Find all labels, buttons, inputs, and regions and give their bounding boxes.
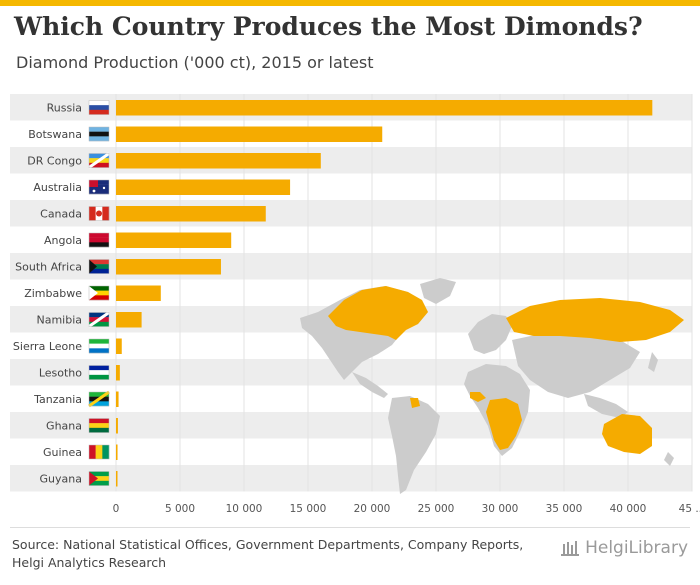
x-tick-label: 25 000 bbox=[418, 503, 455, 515]
russia-flag-icon bbox=[88, 100, 110, 115]
category-label: Lesotho bbox=[39, 366, 82, 379]
bar bbox=[116, 471, 118, 487]
bar bbox=[116, 126, 383, 142]
category-label: Canada bbox=[40, 207, 82, 220]
map-south-america bbox=[388, 396, 440, 494]
sierra-leone-flag-icon bbox=[88, 338, 110, 354]
angola-flag-icon bbox=[88, 232, 110, 248]
bar bbox=[116, 232, 232, 248]
category-label: Guinea bbox=[43, 446, 82, 459]
bar bbox=[116, 285, 161, 301]
x-axis-ticks: 0 5 000 10 000 15 000 20 000 25 000 30 000 35 0… bbox=[113, 503, 700, 515]
top-accent-bar bbox=[0, 0, 700, 6]
x-tick-label: 0 bbox=[113, 503, 120, 515]
lesotho-flag-icon bbox=[88, 365, 110, 380]
category-label: Guyana bbox=[40, 472, 82, 485]
australia-flag-icon bbox=[88, 179, 110, 195]
category-label: Tanzania bbox=[33, 393, 82, 406]
bars bbox=[116, 100, 653, 487]
row-stripe bbox=[10, 412, 692, 439]
x-tick-label: 15 000 bbox=[290, 503, 327, 515]
row-stripe bbox=[10, 253, 692, 280]
botswana-flag-icon bbox=[88, 126, 110, 142]
bar bbox=[116, 391, 119, 407]
x-tick-label: 45 ... bbox=[679, 503, 700, 515]
bar bbox=[116, 206, 266, 222]
x-tick-label: 20 000 bbox=[354, 503, 391, 515]
bar bbox=[116, 179, 291, 195]
map-asia bbox=[512, 332, 640, 398]
category-label: DR Congo bbox=[27, 154, 82, 167]
source-line-2: Helgi Analytics Research bbox=[12, 555, 167, 570]
map-southeast-asia bbox=[584, 394, 628, 418]
south-africa-flag-icon bbox=[88, 259, 110, 274]
bar bbox=[116, 444, 118, 460]
map-central-america bbox=[352, 372, 388, 398]
chart-subtitle: Diamond Production ('000 ct), 2015 or la… bbox=[16, 53, 374, 72]
category-label: Zimbabwe bbox=[24, 287, 82, 300]
category-label: Australia bbox=[33, 181, 82, 194]
canada-flag-icon bbox=[88, 206, 110, 221]
namibia-flag-icon bbox=[88, 311, 110, 328]
category-label: South Africa bbox=[15, 260, 82, 273]
map-guyana bbox=[410, 398, 420, 408]
flag-icons bbox=[88, 100, 110, 486]
tanzania-flag-icon bbox=[88, 390, 110, 408]
world-map bbox=[300, 278, 684, 494]
x-tick-label: 5 000 bbox=[165, 503, 195, 515]
category-label: Angola bbox=[44, 234, 82, 247]
brand-name: HelgiLibrary bbox=[585, 538, 688, 558]
x-tick-label: 35 000 bbox=[546, 503, 583, 515]
category-labels: Russia Botswana DR Congo Australia Canada Ang… bbox=[13, 101, 82, 485]
zimbabwe-flag-icon bbox=[88, 285, 110, 301]
map-africa-producers bbox=[486, 398, 522, 450]
brand-logo: HelgiLibrary bbox=[560, 538, 688, 558]
bar bbox=[116, 100, 653, 116]
category-label: Botswana bbox=[28, 128, 82, 141]
category-label: Sierra Leone bbox=[13, 340, 82, 353]
source-line-1: Source: National Statistical Offices, Go… bbox=[12, 537, 524, 552]
bar bbox=[116, 153, 321, 169]
row-stripes bbox=[10, 94, 692, 492]
guyana-flag-icon bbox=[88, 471, 110, 486]
map-canada bbox=[328, 286, 428, 340]
x-tick-label: 10 000 bbox=[226, 503, 263, 515]
map-japan bbox=[648, 352, 658, 372]
x-tick-label: 40 000 bbox=[610, 503, 647, 515]
x-tick-label: 30 000 bbox=[482, 503, 519, 515]
map-russia bbox=[506, 298, 684, 342]
row-stripe bbox=[10, 200, 692, 227]
dr-congo-flag-icon bbox=[88, 152, 110, 169]
map-new-zealand bbox=[664, 452, 674, 466]
bar bbox=[116, 312, 142, 328]
source-note: Source: National Statistical Offices, Go… bbox=[12, 536, 552, 572]
bar-chart: Russia Botswana DR Congo Australia Canada Ang… bbox=[10, 94, 700, 515]
category-label: Namibia bbox=[36, 313, 82, 326]
map-west-africa-producers bbox=[470, 392, 486, 402]
library-icon bbox=[561, 541, 580, 556]
map-australia bbox=[602, 414, 652, 454]
map-europe bbox=[468, 314, 512, 354]
bar bbox=[116, 259, 221, 275]
guinea-flag-icon bbox=[88, 444, 110, 460]
footer-divider bbox=[10, 527, 690, 528]
chart-title: Which Country Produces the Most Dimonds? bbox=[14, 12, 643, 41]
bar bbox=[116, 365, 120, 381]
row-stripe bbox=[10, 465, 692, 492]
category-label: Russia bbox=[47, 101, 82, 114]
category-label: Ghana bbox=[46, 419, 82, 432]
row-stripe bbox=[10, 147, 692, 174]
ghana-flag-icon bbox=[88, 418, 110, 433]
bar bbox=[116, 418, 118, 434]
map-greenland bbox=[420, 278, 456, 304]
bar bbox=[116, 338, 122, 354]
